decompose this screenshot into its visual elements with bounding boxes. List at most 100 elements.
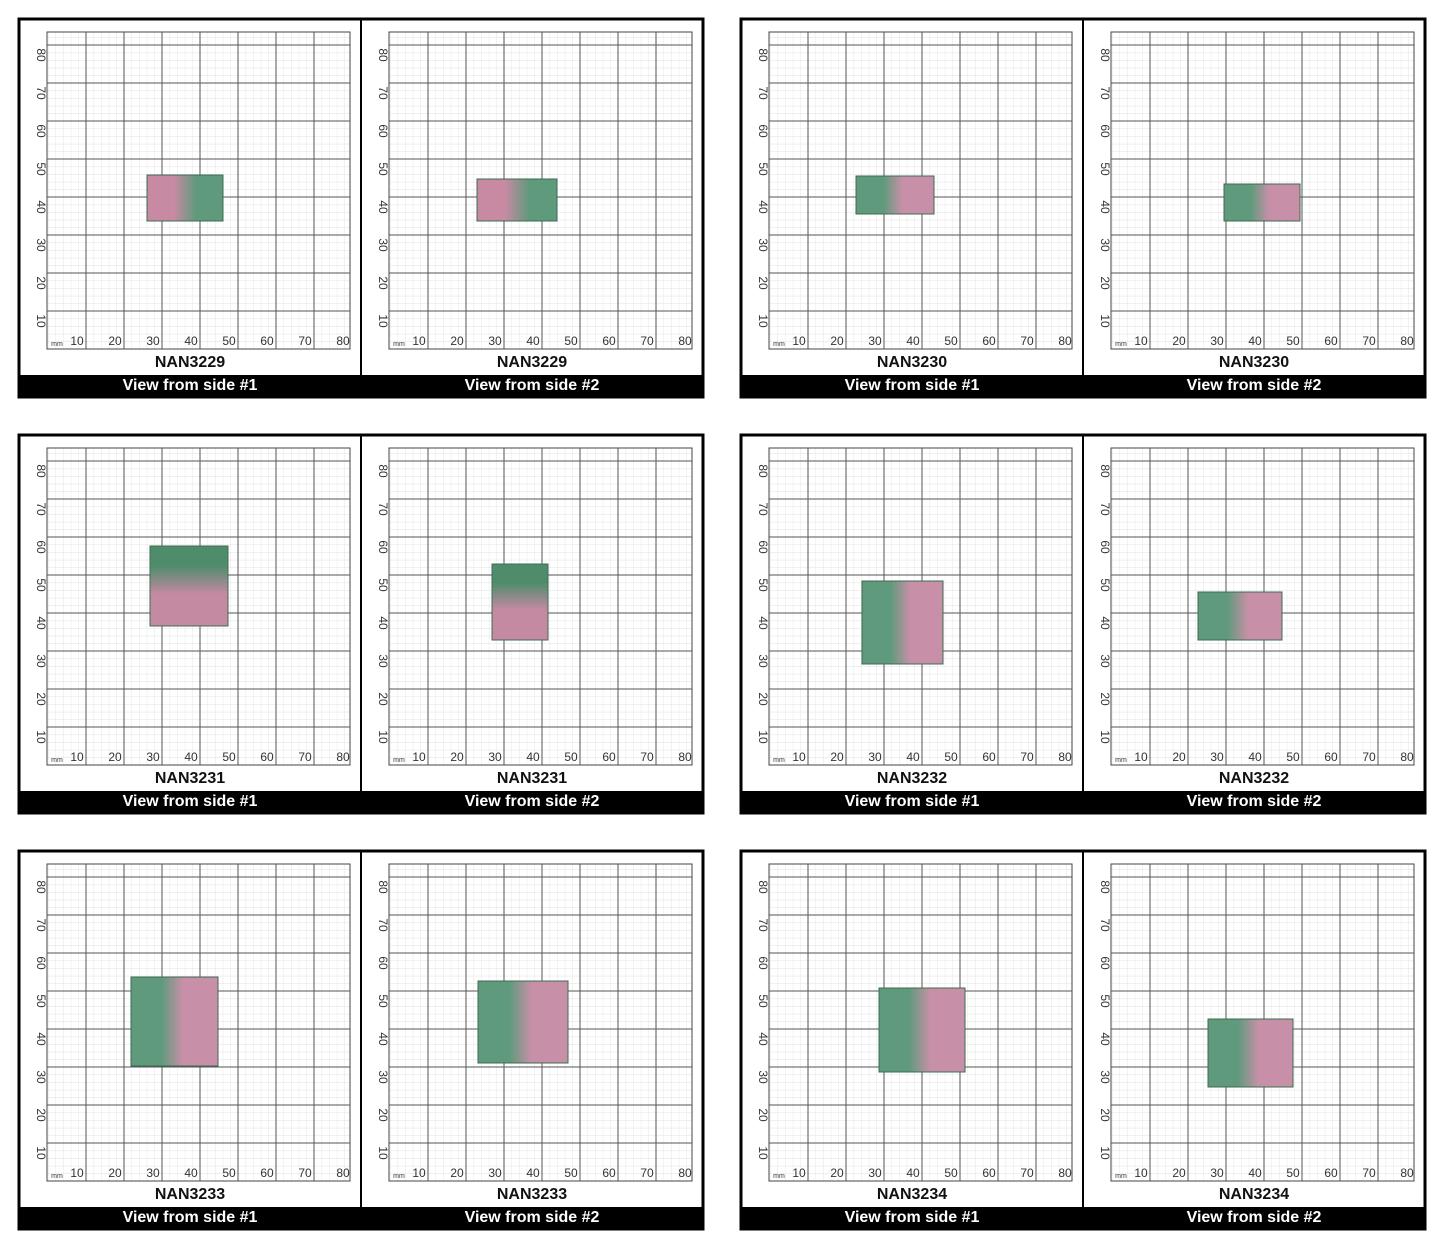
view-caption: View from side #1 xyxy=(845,793,980,810)
specimen-id: NAN3232 xyxy=(877,770,947,787)
x-scale-label: 80 xyxy=(678,334,692,348)
x-scale-label: 10 xyxy=(412,334,426,348)
x-scale-label: 50 xyxy=(564,1166,578,1180)
x-scale-label: 60 xyxy=(982,750,996,764)
y-scale-label: 70 xyxy=(1098,86,1112,100)
unit-label: mm xyxy=(51,1173,63,1180)
y-scale-label: 20 xyxy=(376,276,390,290)
x-scale-label: 80 xyxy=(678,750,692,764)
unit-label: mm xyxy=(1115,341,1127,348)
y-scale-label: 10 xyxy=(376,730,390,744)
x-scale-label: 40 xyxy=(1248,334,1262,348)
panel-border xyxy=(739,433,1427,815)
x-scale-label: 30 xyxy=(868,1166,882,1180)
y-scale-label: 60 xyxy=(34,124,48,138)
y-scale-label: 70 xyxy=(34,86,48,100)
y-scale-label: 40 xyxy=(756,1032,770,1046)
y-scale-label: 20 xyxy=(756,276,770,290)
stone xyxy=(878,987,966,1073)
y-scale-label: 30 xyxy=(34,1070,48,1084)
y-scale-label: 50 xyxy=(756,994,770,1008)
x-scale-label: 70 xyxy=(1362,750,1376,764)
specimen-id: NAN3233 xyxy=(497,1186,567,1203)
caption-bar xyxy=(1083,791,1425,813)
y-scale-label: 70 xyxy=(1098,502,1112,516)
caption-bar xyxy=(741,1207,1083,1229)
y-scale-label: 50 xyxy=(1098,578,1112,592)
x-scale-label: 10 xyxy=(412,1166,426,1180)
view-caption: View from side #2 xyxy=(1187,377,1322,394)
stone xyxy=(146,174,224,222)
y-scale-label: 20 xyxy=(756,692,770,706)
x-scale-label: 50 xyxy=(944,750,958,764)
y-scale-label: 60 xyxy=(376,956,390,970)
caption-bar xyxy=(19,791,361,813)
y-scale-label: 40 xyxy=(376,616,390,630)
x-scale-label: 50 xyxy=(564,750,578,764)
x-scale-label: 60 xyxy=(1324,1166,1338,1180)
x-scale-label: 60 xyxy=(1324,334,1338,348)
y-scale-label: 30 xyxy=(376,654,390,668)
x-scale-label: 60 xyxy=(602,750,616,764)
y-scale-label: 70 xyxy=(376,86,390,100)
x-scale-label: 40 xyxy=(526,1166,540,1180)
unit-label: mm xyxy=(1115,757,1127,764)
y-scale-label: 50 xyxy=(34,994,48,1008)
x-scale-label: 60 xyxy=(982,334,996,348)
specimen-id: NAN3234 xyxy=(877,1186,947,1203)
specimen-id: NAN3229 xyxy=(497,354,567,371)
y-scale-label: 80 xyxy=(34,48,48,62)
caption-bar xyxy=(361,375,703,397)
specimen-panel: 10 20 30 40 50 60 70 80 10 20 30 40 50 60 70 80 mm NAN323… xyxy=(17,849,705,1231)
x-scale-label: 60 xyxy=(260,334,274,348)
x-scale-label: 30 xyxy=(868,334,882,348)
y-scale-label: 40 xyxy=(1098,1032,1112,1046)
x-scale-label: 50 xyxy=(222,334,236,348)
y-scale-label: 40 xyxy=(756,200,770,214)
caption-bar xyxy=(741,791,1083,813)
panel-border xyxy=(17,17,705,399)
x-scale-label: 10 xyxy=(1134,334,1148,348)
y-scale-label: 80 xyxy=(34,464,48,478)
y-scale-label: 30 xyxy=(756,238,770,252)
x-scale-label: 80 xyxy=(1058,1166,1072,1180)
y-scale-label: 50 xyxy=(34,578,48,592)
stone xyxy=(476,178,558,222)
x-scale-label: 10 xyxy=(792,334,806,348)
specimen-panel: 10 20 30 40 50 60 70 80 10 20 30 40 50 60 70 80 mm NAN323… xyxy=(739,433,1427,815)
y-scale-label: 60 xyxy=(1098,124,1112,138)
y-scale-label: 10 xyxy=(34,314,48,328)
x-scale-label: 30 xyxy=(146,334,160,348)
y-scale-label: 60 xyxy=(376,540,390,554)
y-scale-label: 20 xyxy=(34,276,48,290)
x-scale-label: 10 xyxy=(792,1166,806,1180)
y-scale-label: 20 xyxy=(376,692,390,706)
unit-label: mm xyxy=(393,1173,405,1180)
x-scale-label: 20 xyxy=(108,1166,122,1180)
y-scale-label: 10 xyxy=(376,1146,390,1160)
y-scale-label: 80 xyxy=(376,464,390,478)
x-scale-label: 60 xyxy=(1324,750,1338,764)
y-scale-label: 20 xyxy=(34,692,48,706)
stone xyxy=(491,563,549,641)
y-scale-label: 40 xyxy=(376,1032,390,1046)
x-scale-label: 60 xyxy=(982,1166,996,1180)
y-scale-label: 40 xyxy=(376,200,390,214)
y-scale-label: 20 xyxy=(756,1108,770,1122)
x-scale-label: 40 xyxy=(526,334,540,348)
x-scale-label: 50 xyxy=(944,1166,958,1180)
x-scale-label: 10 xyxy=(70,334,84,348)
view-caption: View from side #1 xyxy=(845,377,980,394)
y-scale-label: 50 xyxy=(756,578,770,592)
y-scale-label: 70 xyxy=(1098,918,1112,932)
specimen-id: NAN3230 xyxy=(1219,354,1289,371)
x-scale-label: 50 xyxy=(564,334,578,348)
x-scale-label: 40 xyxy=(906,1166,920,1180)
x-scale-label: 70 xyxy=(1020,750,1034,764)
x-scale-label: 10 xyxy=(792,750,806,764)
x-scale-label: 30 xyxy=(146,1166,160,1180)
y-scale-label: 30 xyxy=(34,238,48,252)
x-scale-label: 80 xyxy=(1400,334,1414,348)
x-scale-label: 40 xyxy=(184,334,198,348)
